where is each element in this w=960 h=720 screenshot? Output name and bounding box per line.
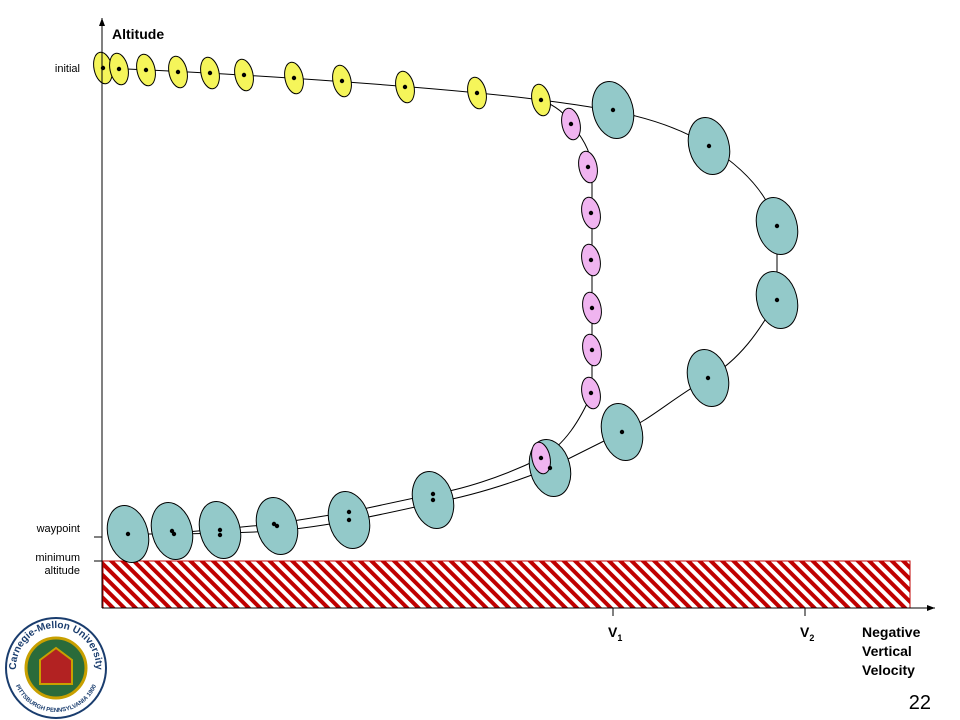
state-dot [619,429,625,435]
state-dot [538,97,544,103]
page-number: 22 [909,692,931,714]
state-dot [588,390,594,396]
state-dot [610,107,616,113]
initial-label: initial [55,63,80,75]
state-dot [207,70,213,76]
minimum-altitude-zone [102,560,911,609]
waypoint-label: waypoint [36,523,80,535]
state-dot [143,67,149,73]
state-dot [217,527,223,533]
minimum-label-2: altitude [45,565,80,577]
state-dot [588,257,594,263]
state-dot [706,143,712,149]
state-dot [430,491,436,497]
state-dot [588,210,594,216]
state-dot [125,531,131,537]
minimum-label-1: minimum [35,552,80,564]
state-dot [589,305,595,311]
state-dot [291,75,297,81]
state-dot [100,65,106,71]
state-dot [116,66,122,72]
v2-label: V2 [800,624,814,643]
x-axis-label-1: Negative [862,624,921,640]
v1-label: V1 [608,624,622,643]
state-dot [339,78,345,84]
state-dot [171,531,177,537]
v1-sub: 1 [617,633,622,643]
state-dot [589,347,595,353]
state-dot [346,517,352,523]
state-dot [346,509,352,515]
state-dot [774,223,780,229]
state-dot [547,465,553,471]
state-dot [705,375,711,381]
outer-trajectory [102,67,778,535]
uncertainty-ellipses [93,51,799,563]
v2-sub: 2 [809,633,814,643]
state-dot [271,521,277,527]
state-dot [474,90,480,96]
v2-letter: V [800,624,810,640]
state-dot [774,297,780,303]
state-dot [217,532,223,538]
state-dot [538,455,544,461]
state-dot [568,121,574,127]
state-dot [241,72,247,78]
state-dot [585,164,591,170]
state-dot [402,84,408,90]
y-axis-label: Altitude [112,26,164,42]
x-axis-label-3: Velocity [862,662,915,678]
state-dot [175,69,181,75]
logo: Carnegie-Mellon University PITTSBURGH PE… [5,617,107,719]
state-dot [430,497,436,503]
x-axis-label-2: Vertical [862,643,912,659]
v1-letter: V [608,624,618,640]
trajectories [102,67,778,535]
